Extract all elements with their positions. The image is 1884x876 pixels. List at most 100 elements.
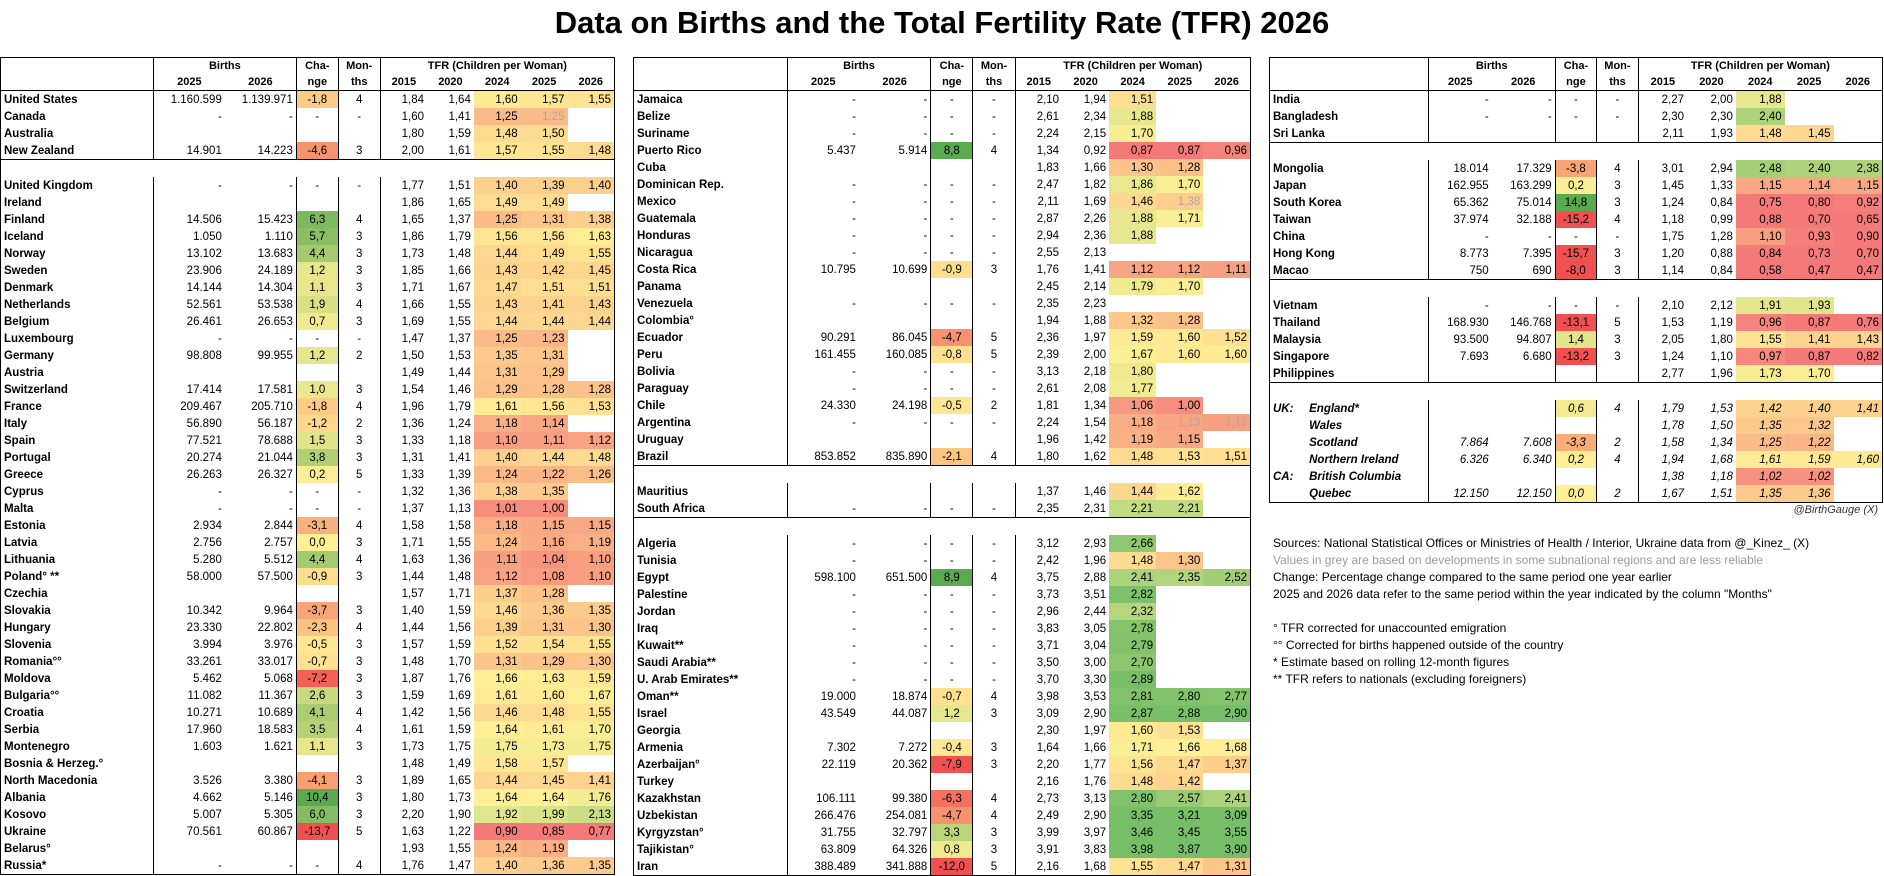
- births-2026: 14.304: [257, 281, 293, 294]
- months-value: 3: [337, 245, 381, 262]
- tfr-2025: 1,70: [1156, 176, 1204, 193]
- change-value: 0,8: [930, 841, 973, 858]
- tfr-2025: 1,35: [520, 483, 568, 500]
- tfr-2025: 0,47: [1784, 262, 1834, 280]
- tfr-2020: 1,58: [448, 519, 471, 532]
- births-2025: 209.467: [152, 398, 225, 415]
- note-line: [1273, 603, 1873, 620]
- table-row: Uruguay 1,96 1,42 1,19 1,15: [633, 431, 1252, 448]
- tfr-2015: 2,61: [1014, 108, 1063, 125]
- tfr-2024: 2,81: [1109, 688, 1157, 705]
- tfr-2020: 1,76: [1083, 775, 1107, 788]
- table-row: Finland 14.506 15.423 6,3 4 1,65 1,37 1,25 1,31 1…: [0, 211, 615, 228]
- births-2025: 26.263: [152, 466, 225, 483]
- tfr-2024: 2,40: [1735, 108, 1785, 125]
- births-2026: [225, 194, 297, 211]
- births-2026: 78.688: [257, 434, 293, 447]
- tfr-2020: 1,55: [448, 536, 471, 549]
- tfr-2025: 1,28: [1156, 312, 1204, 329]
- tfr-2024: 1,43: [473, 262, 521, 279]
- tfr-2020: 1,59: [448, 604, 471, 617]
- births-2025: 853.852: [786, 448, 859, 466]
- tfr-2025: 1,22: [520, 466, 568, 483]
- births-2025: 5.437: [786, 142, 859, 159]
- tfr-2025: 3,45: [1156, 824, 1204, 841]
- tfr-2015: 2,27: [1637, 90, 1688, 108]
- country-name: Denmark: [0, 279, 154, 296]
- births-2025: 10.342: [152, 602, 225, 619]
- tfr-2026: [1203, 176, 1252, 193]
- tfr-2020: 1,34: [1710, 436, 1733, 449]
- births-2025: 6.326: [1427, 451, 1492, 468]
- group-gap: [1269, 142, 1883, 160]
- months-value: [972, 773, 1016, 790]
- tfr-2026: [1203, 244, 1252, 261]
- tfr-2020: 0,88: [1710, 247, 1733, 260]
- births-2026: [859, 483, 931, 500]
- months-value: -: [337, 177, 381, 194]
- tfr-2026: [567, 755, 615, 772]
- tfr-2025: [1156, 295, 1203, 312]
- tfr-2025: 1,45: [1784, 125, 1834, 143]
- tfr-2015: 2,20: [1014, 756, 1063, 773]
- tfr-2020: 3,05: [1083, 622, 1107, 635]
- change-value: -0,8: [930, 346, 973, 363]
- country-name: Hong Kong: [1269, 245, 1429, 262]
- tfr-2020: 1,70: [448, 655, 471, 668]
- months-value: -: [972, 90, 1016, 108]
- country-name: Moldova: [0, 670, 154, 687]
- tfr-2025: 1,41: [520, 296, 568, 313]
- tfr-2020: 3,53: [1083, 690, 1107, 703]
- country-name: Uruguay: [633, 431, 788, 448]
- births-2026: -: [923, 127, 928, 140]
- tfr-2026: 1,59: [567, 670, 615, 687]
- births-2025: -: [786, 603, 859, 620]
- births-2026: [225, 840, 297, 857]
- country-name: Montenegro: [0, 738, 154, 755]
- table-row: Canada - - - -1,60 1,41 1,25 1,25: [0, 108, 615, 125]
- country-name: Azerbaijan°: [633, 756, 788, 773]
- tfr-2025: 1,00: [520, 500, 568, 517]
- tfr-2026: 2,52: [1203, 569, 1252, 586]
- tfr-2015: 2,94: [1014, 227, 1063, 244]
- country-name: Iceland: [0, 228, 154, 245]
- births-2025: 8.773: [1427, 245, 1492, 262]
- change-value: -15,7: [1554, 245, 1597, 262]
- tfr-2026: 1,10: [567, 551, 615, 568]
- tfr-2024: 2,70: [1109, 654, 1157, 671]
- table-row: Venezuela - - - -2,35 2,23: [633, 295, 1252, 312]
- group-gap: [1269, 382, 1883, 400]
- tfr-2015: 3,83: [1014, 620, 1063, 637]
- tfr-2024: 1,02: [1735, 468, 1785, 485]
- births-2025: 3.526: [152, 772, 225, 789]
- tfr-2015: 2,16: [1014, 858, 1063, 876]
- births-2026: -: [923, 229, 928, 242]
- tfr-2024: 0,75: [1735, 194, 1785, 211]
- note-line: Change: Percentage change compared to th…: [1273, 570, 1672, 584]
- tfr-2025: 1,29: [520, 653, 568, 670]
- tfr-2025: [1156, 363, 1203, 380]
- births-2026: [225, 755, 297, 772]
- months-value: -: [972, 603, 1016, 620]
- tfr-2024: 1,01: [473, 500, 521, 517]
- tfr-2024: 1,25: [473, 330, 521, 347]
- tfr-2020: 1,19: [1710, 316, 1733, 329]
- tfr-2020: 1,66: [1083, 161, 1107, 174]
- table-row: Brazil 853.852 835.890 -2,1 4 1,80 1,62 1,48 1,5…: [633, 448, 1252, 466]
- tfr-2024: 1,10: [1735, 228, 1785, 245]
- change-value: -: [1554, 297, 1597, 314]
- country-name: Jordan: [633, 603, 788, 620]
- change-value: -: [930, 535, 973, 552]
- births-2025: 14.144: [152, 279, 225, 296]
- tfr-2026: 1,52: [1203, 329, 1252, 346]
- tfr-2015: 2,47: [1014, 176, 1063, 193]
- tfr-header: TFR (Children per Woman): [1637, 57, 1884, 74]
- months-value: 4: [337, 517, 381, 534]
- tfr-2026: [1203, 586, 1252, 603]
- table-row: Latvia 2.756 2.757 0,0 3 1,71 1,55 1,24 1,16 1,19: [0, 534, 615, 551]
- births-2025: -: [1427, 228, 1492, 245]
- months-value: 2: [337, 415, 381, 432]
- country-name: Mauritius: [633, 483, 788, 500]
- tfr-2025: 1,42: [1156, 773, 1204, 790]
- country-name: Czechia: [0, 585, 154, 602]
